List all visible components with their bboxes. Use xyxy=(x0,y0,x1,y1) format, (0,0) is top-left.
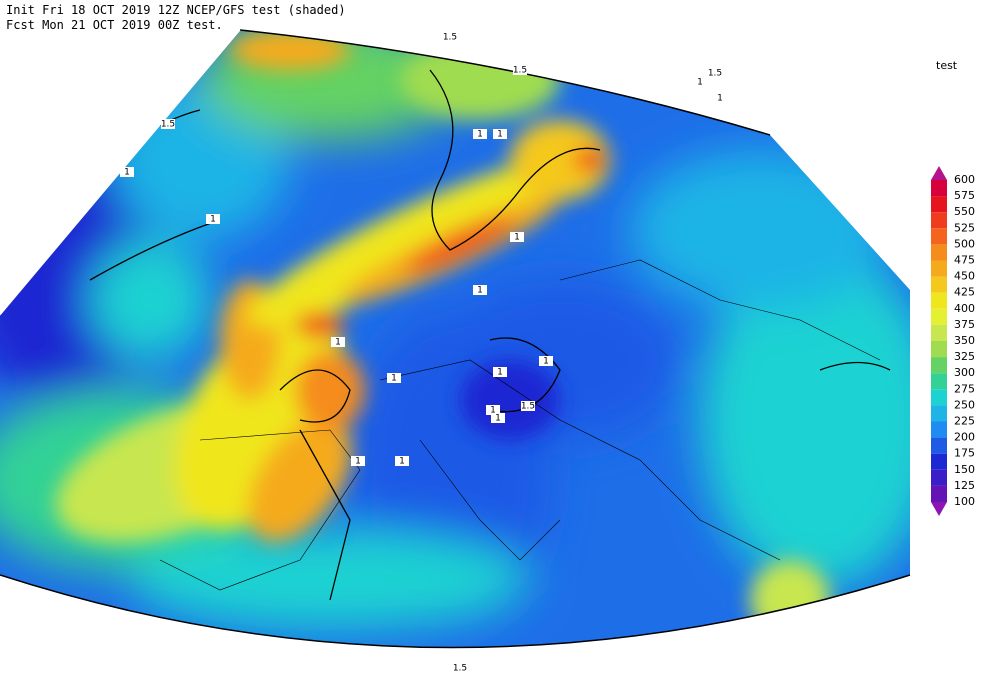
contour-label: 1 xyxy=(210,215,216,225)
contour-label-box xyxy=(331,337,345,347)
legend-label: 200 xyxy=(954,431,975,444)
legend: 600 575 550 525 500 475 450 425 400 375 350 325 300 2… xyxy=(931,166,975,516)
contour-label-box xyxy=(395,456,409,466)
legend-swatch xyxy=(931,276,947,293)
legend-swatch xyxy=(931,212,947,229)
contour-label-box xyxy=(521,401,535,411)
contour-label-box xyxy=(491,413,505,423)
contour-label: 1 xyxy=(399,457,405,467)
legend-label: 425 xyxy=(954,286,975,299)
legend-label: 150 xyxy=(954,463,975,476)
legend-swatch xyxy=(931,453,947,470)
contour-label: 1 xyxy=(477,130,483,140)
legend-label: 600 xyxy=(954,173,975,186)
legend-swatch xyxy=(931,292,947,309)
legend-swatch xyxy=(931,437,947,454)
legend-label: 100 xyxy=(954,495,975,508)
map-field xyxy=(0,30,910,648)
legend-swatch xyxy=(931,357,947,374)
contour-label: 1 xyxy=(355,457,361,467)
contour-label: 1 xyxy=(335,338,341,348)
legend-swatch xyxy=(931,324,947,341)
legend-swatch xyxy=(931,421,947,438)
contour-label: 1 xyxy=(391,374,397,384)
contour-label: 1 xyxy=(717,94,723,104)
contour-label-box xyxy=(493,129,507,139)
contour-label: 1 xyxy=(497,130,503,140)
contour-label-box xyxy=(713,93,727,103)
legend-swatch xyxy=(931,373,947,390)
legend-label: 125 xyxy=(954,479,975,492)
legend-swatch xyxy=(931,244,947,261)
legend-label: 375 xyxy=(954,318,975,331)
contour-label: 1 xyxy=(495,414,501,424)
contour-label: 1.5 xyxy=(513,66,527,76)
contour-label-box xyxy=(351,456,365,466)
legend-label: 525 xyxy=(954,221,975,234)
legend-label: 475 xyxy=(954,254,975,267)
legend-swatch xyxy=(931,341,947,358)
legend-label: 225 xyxy=(954,415,975,428)
header-line-1: Init Fri 18 OCT 2019 12Z NCEP/GFS test (… xyxy=(6,3,346,17)
contour-label: 1 xyxy=(497,368,503,378)
legend-label: 275 xyxy=(954,382,975,395)
contour-label-box xyxy=(486,405,500,415)
legend-label: 450 xyxy=(954,270,975,283)
contour-label: 1.5 xyxy=(161,120,175,130)
legend-arrow-top xyxy=(931,166,947,180)
legend-label: 300 xyxy=(954,366,975,379)
contour-label: 1 xyxy=(543,357,549,367)
legend-swatch xyxy=(931,469,947,486)
contour-label-box xyxy=(206,214,220,224)
legend-swatch xyxy=(931,228,947,245)
contour-label-box xyxy=(453,663,467,673)
legend-label: 500 xyxy=(954,237,975,250)
legend-label: 175 xyxy=(954,447,975,460)
contour-label-box xyxy=(473,285,487,295)
legend-arrow-bottom xyxy=(931,502,947,516)
contour-label: 1.5 xyxy=(443,33,457,43)
legend-label: 325 xyxy=(954,350,975,363)
contour-label-box xyxy=(443,32,457,42)
legend-swatch xyxy=(931,180,947,197)
legend-label: 350 xyxy=(954,334,975,347)
contour-label-box xyxy=(539,356,553,366)
legend-swatch xyxy=(931,308,947,325)
contour-label-box xyxy=(387,373,401,383)
contour-label-box xyxy=(510,232,524,242)
legend-label: 250 xyxy=(954,398,975,411)
contour-label-box xyxy=(161,119,175,129)
contour-label-box xyxy=(513,65,527,75)
contour-label: 1 xyxy=(477,286,483,296)
contour-label-box xyxy=(693,77,707,87)
contour-label: 1 xyxy=(124,168,130,178)
contour-label-box xyxy=(120,167,134,177)
legend-swatch xyxy=(931,485,947,502)
contour-label: 1 xyxy=(697,78,703,88)
contour-label: 1.5 xyxy=(521,402,535,412)
legend-swatch xyxy=(931,389,947,406)
legend-swatch xyxy=(931,260,947,277)
legend-swatch xyxy=(931,196,947,213)
legend-label: 550 xyxy=(954,205,975,218)
contour-label-box xyxy=(493,367,507,377)
contour-label: 1.5 xyxy=(708,69,722,79)
legend-swatch xyxy=(931,405,947,422)
contour-label: 1 xyxy=(514,233,520,243)
legend-label: 400 xyxy=(954,302,975,315)
contour-label-box xyxy=(708,68,722,78)
legend-label: 575 xyxy=(954,189,975,202)
header-line-2: Fcst Mon 21 OCT 2019 00Z test. xyxy=(6,18,223,32)
contour-label: 1 xyxy=(490,406,496,416)
legend-title: test xyxy=(936,59,958,72)
contour-label: 1.5 xyxy=(453,664,467,674)
contour-label-box xyxy=(473,129,487,139)
